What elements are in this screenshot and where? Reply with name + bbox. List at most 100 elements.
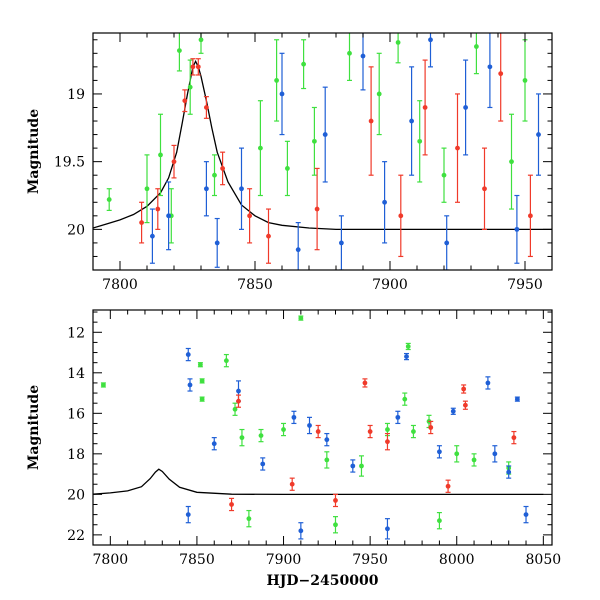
- top-green-point-2: [158, 152, 163, 158]
- bottom-data-layer: [93, 315, 544, 540]
- bottom-green-point-8: [281, 427, 286, 432]
- top-green-point-10: [285, 166, 290, 171]
- bottom-x-tick-label: 7850: [179, 552, 215, 568]
- top-green-point-15: [395, 40, 401, 45]
- bottom-green-point-18: [471, 457, 477, 463]
- top-x-tick-label: 7800: [102, 277, 138, 293]
- top-blue-point-5: [279, 91, 285, 97]
- top-red-point-1: [155, 206, 161, 212]
- bottom-blue-point-13: [485, 380, 491, 386]
- top-red-point-2: [171, 159, 177, 165]
- top-plot-frame: [92, 32, 553, 271]
- bottom-blue-point-11: [437, 449, 442, 455]
- top-green-point-13: [347, 50, 352, 56]
- top-green-point-0: [106, 197, 112, 202]
- bottom-green-point-0: [100, 382, 106, 388]
- top-green-point-5: [187, 84, 193, 90]
- bottom-green-point-17: [454, 451, 460, 457]
- top-red-point-10: [314, 206, 320, 212]
- bottom-y-tick-label: 22: [67, 528, 85, 544]
- bottom-x-tick-label: 8050: [526, 552, 562, 568]
- bottom-y-tick-label: 16: [67, 406, 85, 422]
- top-blue-point-7: [322, 132, 328, 137]
- bottom-model-curve: [93, 468, 544, 496]
- bottom-y-tick-label: 12: [67, 325, 85, 341]
- top-red-point-11: [368, 118, 374, 124]
- top-red-point-8: [247, 213, 253, 219]
- bottom-y-tick-label: 20: [67, 487, 85, 503]
- top-red-point-7: [220, 166, 226, 171]
- top-blue-point-11: [409, 118, 414, 124]
- bottom-blue-point-5: [291, 414, 297, 420]
- top-y-tick-label: 20: [67, 222, 85, 238]
- top-blue-point-16: [514, 226, 520, 232]
- top-y-tick-label: 19: [67, 87, 85, 103]
- bottom-green-point-12: [385, 427, 390, 432]
- bottom-blue-point-17: [185, 512, 191, 518]
- bottom-blue-point-16: [514, 396, 520, 402]
- top-x-tick-label: 7850: [237, 277, 273, 293]
- bottom-blue-point-18: [298, 528, 304, 534]
- bottom-red-point-5: [428, 425, 434, 430]
- top-green-point-11: [301, 61, 306, 67]
- bottom-plot-frame: [92, 309, 553, 546]
- bottom-y-tick-label: 14: [67, 366, 85, 382]
- bottom-x-axis-label: HJD−2450000: [267, 573, 379, 589]
- bottom-red-point-9: [229, 502, 234, 507]
- top-red-point-6: [204, 105, 209, 110]
- bottom-green-point-6: [239, 435, 245, 441]
- top-green-point-9: [274, 78, 279, 83]
- bottom-red-point-8: [511, 435, 517, 441]
- bottom-green-point-7: [258, 433, 264, 439]
- top-red-point-14: [455, 145, 460, 151]
- bottom-blue-point-10: [404, 354, 409, 359]
- top-green-point-17: [441, 172, 447, 178]
- top-blue-point-9: [360, 53, 366, 59]
- top-model-curve: [93, 59, 552, 231]
- top-blue-point-4: [239, 186, 244, 192]
- bottom-green-point-15: [411, 429, 416, 434]
- bottom-x-tick-label: 7950: [352, 552, 388, 568]
- top-red-point-13: [422, 105, 428, 110]
- top-green-point-12: [312, 138, 317, 144]
- top-blue-point-12: [428, 37, 433, 43]
- bottom-green-point-20: [246, 516, 252, 522]
- top-green-point-18: [474, 44, 479, 49]
- top-green-point-6: [198, 37, 204, 43]
- bottom-blue-point-1: [187, 382, 193, 388]
- top-x-tick-label: 7900: [372, 277, 408, 293]
- top-green-point-8: [258, 145, 263, 151]
- bottom-blue-point-15: [506, 469, 512, 475]
- bottom-green-point-9: [298, 315, 304, 321]
- bottom-x-tick-label: 7900: [266, 552, 302, 568]
- bottom-green-point-1: [197, 362, 203, 368]
- bottom-green-point-3: [199, 396, 205, 402]
- top-red-point-3: [182, 98, 188, 104]
- top-blue-point-2: [204, 186, 209, 192]
- top-red-point-0: [139, 220, 145, 226]
- bottom-red-point-12: [445, 483, 451, 489]
- top-green-point-14: [376, 91, 382, 97]
- top-red-point-16: [498, 71, 504, 77]
- bottom-green-point-5: [232, 406, 238, 412]
- top-green-point-1: [144, 186, 150, 192]
- top-blue-point-17: [536, 132, 541, 137]
- top-blue-point-0: [150, 233, 155, 239]
- bottom-green-point-14: [405, 344, 411, 349]
- bottom-red-point-2: [362, 380, 368, 386]
- bottom-blue-point-8: [350, 463, 356, 469]
- top-blue-point-10: [382, 199, 387, 205]
- top-blue-point-14: [463, 105, 468, 110]
- bottom-y-tick-label: 18: [67, 447, 85, 463]
- top-data-layer: [93, 33, 552, 270]
- top-green-point-20: [522, 78, 528, 83]
- top-x-tick-label: 7950: [507, 277, 543, 293]
- bottom-blue-point-14: [492, 451, 498, 457]
- top-green-point-19: [509, 159, 514, 165]
- bottom-red-point-4: [385, 439, 390, 445]
- bottom-red-point-6: [461, 386, 467, 392]
- top-red-point-4: [190, 64, 196, 70]
- bottom-red-point-11: [333, 498, 338, 503]
- bottom-red-point-0: [236, 398, 241, 404]
